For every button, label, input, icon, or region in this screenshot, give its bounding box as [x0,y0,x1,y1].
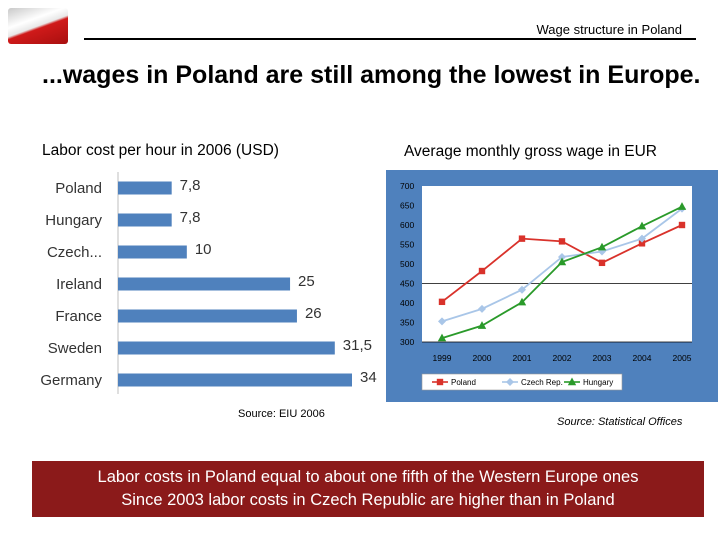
x-tick-2001: 2001 [513,353,532,363]
legend-marker-czech-rep [506,378,514,386]
point-hungary-2005 [677,202,687,210]
point-czech-rep-2003 [598,247,606,256]
point-hungary-2004 [637,221,647,230]
headline: ...wages in Poland are still among the l… [42,61,701,89]
bar-germany [118,373,352,387]
bar-category-label-poland: Poland [55,180,102,197]
point-hungary-2000 [477,321,487,329]
y-tick-700: 700 [400,181,414,191]
point-czech-rep-2004 [638,234,646,243]
point-poland-2000 [478,267,486,275]
y-tick-600: 600 [400,220,414,230]
left-chart-subtitle: Labor cost per hour in 2006 (USD) [42,142,279,159]
point-hungary-2002 [557,257,567,266]
right-chart-subtitle: Average monthly gross wage in EUR [404,143,658,160]
point-hungary-2001 [517,297,527,306]
point-czech-rep-2000 [478,304,486,313]
bar-poland [118,181,172,195]
bar-category-label-ireland: Ireland [56,276,102,293]
bar-value-label-poland: 7,8 [180,177,201,194]
point-poland-2004 [638,240,646,247]
y-tick-550: 550 [400,240,414,250]
point-poland-2005 [678,221,686,229]
gross-wage-line-chart: 700 650 600 550 500 450 400 350 300 1999 2000 2001 2… [386,170,718,402]
x-tick-2002: 2002 [553,353,572,363]
y-tick-500: 500 [400,259,414,269]
bar-category-label-hungary: Hungary [45,212,102,229]
point-czech-rep-1999 [438,317,446,326]
bar-ireland [118,277,291,291]
x-tick-1999: 1999 [433,353,452,363]
legend-label-poland: Poland [451,378,476,387]
x-tick-2000: 2000 [473,353,492,363]
bar-category-label-czech: Czech... [47,244,102,261]
banner-line-1: Labor costs in Poland equal to about one… [97,468,639,486]
header-rule [84,38,696,40]
bar-value-label-germany: 34 [360,369,377,386]
x-tick-2004: 2004 [633,353,652,363]
bar-czech [118,245,187,259]
banner-line-2: Since 2003 labor costs in Czech Republic… [121,491,615,509]
bar-value-label-czech: 10 [195,241,212,258]
point-poland-1999 [438,298,446,306]
legend-marker-poland [436,378,444,386]
bar-value-label-france: 26 [305,305,322,322]
bar-category-label-sweden: Sweden [48,340,102,357]
legend-label-hungary: Hungary [583,378,613,387]
point-hungary-2003 [597,242,607,251]
point-poland-2002 [558,238,566,245]
point-poland-2001 [518,235,526,242]
y-tick-450: 450 [400,279,414,289]
left-source-note: Source: EIU 2006 [238,408,325,420]
bar-value-label-ireland: 25 [298,273,315,290]
point-czech-rep-2001 [518,285,526,294]
line-plot-area [422,186,692,342]
bar-sweden [118,341,335,355]
y-tick-350: 350 [400,318,414,328]
y-tick-400: 400 [400,298,414,308]
poland-flag-logo [8,8,68,44]
legend-marker-hungary [567,377,577,386]
bar-value-label-sweden: 31,5 [343,337,372,354]
x-tick-2005: 2005 [673,353,692,363]
point-czech-rep-2002 [558,252,566,261]
bar-category-label-france: France [55,308,102,325]
point-poland-2003 [598,259,606,267]
legend-label-czech-rep: Czech Rep. [521,378,563,387]
right-source-note: Source: Statistical Offices [557,416,683,428]
header-title: Wage structure in Poland [536,22,682,37]
bar-hungary [118,213,172,227]
bar-value-label-hungary: 7,8 [180,209,201,226]
point-hungary-1999 [437,333,447,342]
y-tick-650: 650 [400,201,414,211]
bar-france [118,309,297,323]
bar-category-label-germany: Germany [40,372,102,389]
conclusion-banner: Labor costs in Poland equal to about one… [32,461,704,517]
labor-cost-bar-chart: Poland 7,8 Hungary 7,8 Czech... 10 Ireland 25 Fr… [40,172,377,394]
x-tick-2003: 2003 [593,353,612,363]
y-tick-300: 300 [400,337,414,347]
